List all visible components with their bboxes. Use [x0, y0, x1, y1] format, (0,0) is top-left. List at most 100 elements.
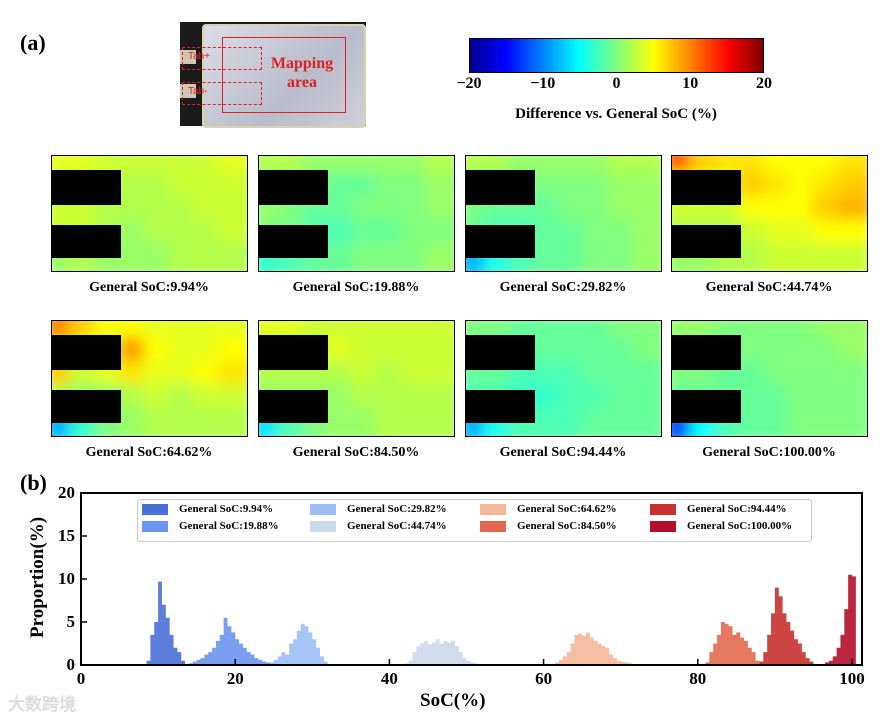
tab-mask: [465, 335, 535, 370]
legend-swatch: [480, 520, 506, 532]
y-tick-label: 15: [58, 526, 75, 545]
y-tick-label: 5: [66, 612, 76, 631]
legend-swatch: [142, 503, 168, 515]
tab-mask: [51, 335, 121, 370]
legend-item: General SoC:44.74%: [310, 520, 447, 532]
x-tick-label: 80: [689, 669, 707, 688]
colorbar-tick: −20: [456, 75, 482, 92]
heatmap-label: General SoC:84.50%: [292, 445, 420, 460]
histogram-series: [825, 574, 856, 665]
mapping-label-2: area: [287, 74, 317, 91]
x-tick-label: 20: [226, 669, 244, 688]
heatmap-label: General SoC:64.62%: [85, 445, 213, 460]
heatmap-cell: [837, 242, 868, 272]
legend-item: General SoC:19.88%: [142, 520, 279, 532]
heatmap-cell: [217, 407, 248, 437]
legend-swatch: [142, 520, 168, 532]
x-tick-label: 0: [76, 669, 86, 688]
tab-pos-label: Tab+: [188, 51, 210, 62]
heatmap-label: General SoC:19.88%: [292, 280, 420, 295]
heatmap-cell: [631, 407, 662, 437]
legend-item: General SoC:94.44%: [650, 503, 787, 515]
heatmap-label: General SoC:9.94%: [89, 280, 209, 295]
tab-mask: [258, 170, 328, 205]
heatmap-cell: [837, 407, 868, 437]
tab-pos-box: [182, 47, 262, 70]
legend-label: General SoC:44.74%: [347, 520, 447, 532]
watermark: 大数跨境: [8, 695, 76, 715]
heatmap-cell: [424, 242, 455, 272]
heatmap-panel: [465, 155, 662, 272]
legend-item: General SoC:64.62%: [480, 503, 617, 515]
heatmap-panel: [51, 320, 248, 437]
y-axis-label: Proportion(%): [27, 516, 48, 638]
heatmap-label: General SoC:44.74%: [705, 280, 833, 295]
y-tick-label: 0: [66, 655, 76, 674]
legend-swatch: [480, 503, 506, 515]
battery-photo: Tab+ Tab- Mapping area: [180, 22, 366, 128]
histogram-series: [705, 622, 768, 665]
tab-mask: [51, 390, 121, 423]
x-tick-label: 60: [535, 669, 553, 688]
heatmap-panel: [671, 320, 868, 437]
tab-mask: [465, 225, 535, 258]
legend-label: General SoC:64.62%: [517, 503, 617, 515]
heatmap-label: General SoC:100.00%: [702, 445, 836, 460]
colorbar-tick: 20: [756, 75, 772, 92]
tab-mask: [671, 225, 741, 258]
histogram-series: [188, 617, 274, 665]
legend-label: General SoC:100.00%: [687, 520, 793, 532]
histogram-series: [146, 581, 189, 665]
heatmap-label: General SoC:29.82%: [499, 280, 627, 295]
histogram-series: [404, 639, 486, 665]
legend-label: General SoC:9.94%: [179, 503, 274, 515]
y-tick-label: 10: [58, 569, 75, 588]
heatmap-panel: [51, 155, 248, 272]
legend-swatch: [650, 520, 676, 532]
heatmap-panel: [465, 320, 662, 437]
legend-item: General SoC:100.00%: [650, 520, 792, 532]
legend-label: General SoC:94.44%: [687, 503, 787, 515]
x-tick-label: 40: [380, 669, 398, 688]
legend-swatch: [650, 503, 676, 515]
legend-label: General SoC:19.88%: [179, 520, 279, 532]
legend-item: General SoC:29.82%: [310, 503, 447, 515]
legend-item: General SoC:84.50%: [480, 520, 617, 532]
tab-mask: [51, 170, 121, 205]
panel-a-label: (a): [20, 30, 46, 55]
heatmap-cell: [217, 242, 248, 272]
heatmap-label: General SoC:94.44%: [499, 445, 627, 460]
mapping-area-box: [222, 37, 346, 113]
y-tick-label: 20: [58, 483, 75, 502]
tab-mask: [671, 170, 741, 205]
heatmap-panel: [258, 320, 455, 437]
heatmap-cell: [424, 407, 455, 437]
colorbar: [469, 38, 764, 73]
tab-neg-label: Tab-: [188, 86, 208, 97]
colorbar-title: Difference vs. General SoC (%): [515, 106, 717, 122]
heatmap-panel: [258, 155, 455, 272]
mapping-label-1: Mapping: [270, 55, 334, 72]
x-tick-label: 100: [839, 669, 865, 688]
legend-label: General SoC:84.50%: [517, 520, 617, 532]
tab-mask: [258, 225, 328, 258]
panel-b-label: (b): [20, 470, 47, 495]
heatmap-cell: [631, 242, 662, 272]
histogram-series: [759, 587, 818, 665]
colorbar-tick: −10: [530, 75, 556, 92]
histogram-series: [555, 632, 644, 665]
tab-mask: [51, 225, 121, 258]
tab-mask: [258, 335, 328, 370]
tab-mask: [671, 335, 741, 370]
legend-label: General SoC:29.82%: [347, 503, 447, 515]
heatmap-panel: [671, 155, 868, 272]
colorbar-tick: 0: [612, 75, 621, 92]
tab-mask: [258, 390, 328, 423]
tab-mask: [671, 390, 741, 423]
legend-swatch: [310, 520, 336, 532]
legend-item: General SoC:9.94%: [142, 503, 273, 515]
x-axis-label: SoC(%): [420, 690, 486, 711]
tab-mask: [465, 170, 535, 205]
